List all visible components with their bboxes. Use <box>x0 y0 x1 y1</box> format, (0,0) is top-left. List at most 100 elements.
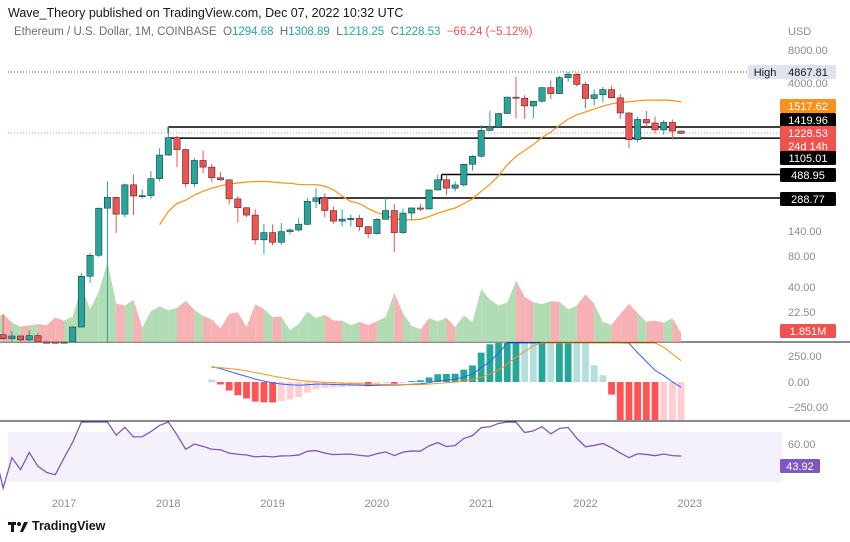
macd-histogram-bar <box>416 380 424 382</box>
candle-body <box>573 73 581 85</box>
candle-body <box>390 210 398 233</box>
candle-body <box>243 207 250 216</box>
macd-histogram-bar <box>642 382 650 420</box>
candle-body <box>217 177 224 181</box>
moving-average <box>159 99 682 226</box>
volume-segment <box>298 311 308 342</box>
chart-grid <box>0 71 850 482</box>
rsi-line <box>0 421 682 491</box>
candle-body <box>477 130 485 157</box>
volume-segment <box>316 314 325 342</box>
volume-segment <box>150 306 160 342</box>
macd-histogram-bar <box>608 382 615 395</box>
candle-body <box>251 214 259 241</box>
close-price-tag-bg <box>780 126 836 140</box>
candle-body <box>538 87 546 102</box>
volume-segment <box>672 318 682 342</box>
x-tick-label: 2019 <box>260 498 284 510</box>
y-tick-label: 40.00 <box>788 282 816 294</box>
volume-segment <box>246 304 256 342</box>
volume-segment <box>402 313 412 342</box>
ma-value-tag-bg <box>780 99 836 113</box>
volume-segment <box>159 306 169 342</box>
candle-body <box>60 341 68 344</box>
macd-tick-label: −250.00 <box>788 402 828 414</box>
candle-body <box>416 207 424 210</box>
macd-histogram-bar <box>382 382 389 384</box>
brand-name: TradingView <box>32 519 106 533</box>
volume-segment <box>655 320 664 342</box>
volume-segment <box>124 299 134 342</box>
volume-segment <box>663 318 673 342</box>
macd-histogram-bar <box>347 382 355 387</box>
candle-body <box>0 334 7 340</box>
rsi-value-tag-bg <box>780 459 820 473</box>
y-tick-label: 140.00 <box>788 226 822 238</box>
macd-histogram-bar <box>208 379 216 382</box>
macd-histogram-bar <box>269 382 276 403</box>
volume-segment <box>168 307 177 342</box>
volume-segment <box>281 316 290 342</box>
candle-body <box>382 210 390 220</box>
volume-segment <box>429 317 438 342</box>
countdown-tag-bg <box>780 139 836 153</box>
volume-segment <box>446 317 456 342</box>
candle-body <box>25 335 33 341</box>
volume-segment <box>98 262 108 342</box>
rsi-band <box>8 432 782 482</box>
ma-value-tag: 1517.62 <box>788 101 828 113</box>
candle-body <box>495 113 503 128</box>
macd-histogram-bar <box>495 343 502 382</box>
macd-histogram-bar <box>443 373 450 382</box>
axis-unit-label: USD <box>788 26 812 38</box>
candle-body <box>121 184 129 215</box>
volume-area <box>0 262 682 342</box>
candle-body <box>364 226 372 234</box>
candle-body <box>321 197 329 211</box>
volume-segment <box>550 301 560 342</box>
rsi-tick-label: 60.00 <box>788 439 816 451</box>
macd-histogram-bar <box>260 382 268 403</box>
volume-segment <box>437 317 447 342</box>
x-tick-label: 2018 <box>156 498 180 510</box>
volume-segment <box>90 292 99 342</box>
macd-histogram-bar <box>277 382 285 402</box>
macd-histogram-bar <box>529 343 537 382</box>
volume-segment <box>507 280 516 342</box>
candle-body <box>164 137 172 156</box>
tradingview-logo-icon <box>8 521 28 532</box>
candle-body <box>173 137 181 150</box>
candle-body <box>521 97 529 107</box>
y-tick-label: 80.00 <box>788 251 816 263</box>
volume-segment <box>515 280 525 342</box>
rsi-pane <box>0 421 682 491</box>
candle-body <box>303 201 311 225</box>
macd-histogram-bar <box>286 382 294 400</box>
candle-body <box>660 122 668 131</box>
ma-line <box>159 99 682 226</box>
macd-histogram-bar <box>547 343 555 382</box>
macd-histogram-bar <box>312 382 320 390</box>
high-value-tag-bg <box>780 65 836 79</box>
x-tick-label: 2022 <box>573 498 597 510</box>
candle-body <box>469 155 476 165</box>
macd-histogram-bar <box>390 382 398 384</box>
volume-segment <box>359 321 369 342</box>
candle-body <box>399 212 407 233</box>
candle-body <box>503 96 511 114</box>
volume-segment <box>542 301 551 342</box>
volume-segment <box>368 321 377 342</box>
macd-histogram-bar <box>460 369 468 382</box>
candle-body <box>17 335 24 341</box>
signal-line <box>211 342 682 386</box>
volume-segment <box>576 294 586 342</box>
macd-histogram-bar <box>217 382 224 385</box>
candle-body <box>356 218 363 227</box>
macd-histogram-bar <box>590 365 598 382</box>
candle-body <box>547 87 555 94</box>
candle-body <box>130 184 137 197</box>
macd-pane <box>208 342 685 420</box>
candle-body <box>616 97 624 114</box>
candle-body <box>451 184 459 189</box>
